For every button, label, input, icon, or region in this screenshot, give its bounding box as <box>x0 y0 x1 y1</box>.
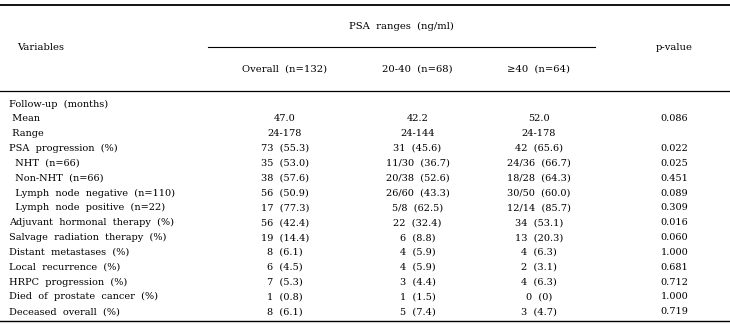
Text: HRPC  progression  (%): HRPC progression (%) <box>9 278 128 287</box>
Text: 2  (3.1): 2 (3.1) <box>520 263 557 272</box>
Text: 0.719: 0.719 <box>661 307 688 316</box>
Text: 0.681: 0.681 <box>661 263 688 272</box>
Text: 24-144: 24-144 <box>400 129 435 138</box>
Text: 7  (5.3): 7 (5.3) <box>267 278 302 287</box>
Text: 0.712: 0.712 <box>661 278 688 287</box>
Text: 0.060: 0.060 <box>661 233 688 242</box>
Text: 6  (4.5): 6 (4.5) <box>267 263 302 272</box>
Text: Variables: Variables <box>17 44 64 52</box>
Text: 19  (14.4): 19 (14.4) <box>261 233 309 242</box>
Text: Died  of  prostate  cancer  (%): Died of prostate cancer (%) <box>9 292 158 302</box>
Text: 52.0: 52.0 <box>528 114 550 124</box>
Text: 4  (6.3): 4 (6.3) <box>521 278 556 287</box>
Text: 6  (8.8): 6 (8.8) <box>400 233 435 242</box>
Text: Non-NHT  (n=66): Non-NHT (n=66) <box>9 174 104 183</box>
Text: 0.309: 0.309 <box>661 203 688 212</box>
Text: 56  (42.4): 56 (42.4) <box>261 218 309 227</box>
Text: 1  (0.8): 1 (0.8) <box>267 292 302 301</box>
Text: p-value: p-value <box>656 44 693 52</box>
Text: 42.2: 42.2 <box>407 114 429 124</box>
Text: Lymph  node  negative  (n=110): Lymph node negative (n=110) <box>9 188 175 198</box>
Text: 12/14  (85.7): 12/14 (85.7) <box>507 203 571 212</box>
Text: Lymph  node  positive  (n=22): Lymph node positive (n=22) <box>9 203 166 213</box>
Text: 0.089: 0.089 <box>661 188 688 198</box>
Text: 3  (4.7): 3 (4.7) <box>520 307 557 316</box>
Text: 4  (5.9): 4 (5.9) <box>400 248 435 257</box>
Text: 56  (50.9): 56 (50.9) <box>261 188 309 198</box>
Text: 0.025: 0.025 <box>661 159 688 168</box>
Text: 35  (53.0): 35 (53.0) <box>261 159 309 168</box>
Text: 11/30  (36.7): 11/30 (36.7) <box>385 159 450 168</box>
Text: 0.016: 0.016 <box>661 218 688 227</box>
Text: 1  (1.5): 1 (1.5) <box>400 292 435 301</box>
Text: 1.000: 1.000 <box>661 292 688 301</box>
Text: Follow-up  (months): Follow-up (months) <box>9 99 109 109</box>
Text: Range: Range <box>9 129 45 138</box>
Text: 30/50  (60.0): 30/50 (60.0) <box>507 188 570 198</box>
Text: 31  (45.6): 31 (45.6) <box>393 144 442 153</box>
Text: 34  (53.1): 34 (53.1) <box>515 218 563 227</box>
Text: 38  (57.6): 38 (57.6) <box>261 174 309 183</box>
Text: Overall  (n=132): Overall (n=132) <box>242 65 327 73</box>
Text: 26/60  (43.3): 26/60 (43.3) <box>385 188 450 198</box>
Text: 4  (5.9): 4 (5.9) <box>400 263 435 272</box>
Text: PSA  progression  (%): PSA progression (%) <box>9 144 118 153</box>
Text: 42  (65.6): 42 (65.6) <box>515 144 563 153</box>
Text: Distant  metastases  (%): Distant metastases (%) <box>9 248 130 257</box>
Text: 3  (4.4): 3 (4.4) <box>399 278 436 287</box>
Text: 5/8  (62.5): 5/8 (62.5) <box>392 203 443 212</box>
Text: 4  (6.3): 4 (6.3) <box>521 248 556 257</box>
Text: 13  (20.3): 13 (20.3) <box>515 233 563 242</box>
Text: 22  (32.4): 22 (32.4) <box>393 218 442 227</box>
Text: 73  (55.3): 73 (55.3) <box>261 144 309 153</box>
Text: 5  (7.4): 5 (7.4) <box>400 307 435 316</box>
Text: 18/28  (64.3): 18/28 (64.3) <box>507 174 571 183</box>
Text: 17  (77.3): 17 (77.3) <box>261 203 309 212</box>
Text: 24-178: 24-178 <box>267 129 302 138</box>
Text: Salvage  radiation  therapy  (%): Salvage radiation therapy (%) <box>9 233 167 242</box>
Text: 0.022: 0.022 <box>661 144 688 153</box>
Text: 8  (6.1): 8 (6.1) <box>267 248 302 257</box>
Text: 20-40  (n=68): 20-40 (n=68) <box>383 65 453 73</box>
Text: 24-178: 24-178 <box>521 129 556 138</box>
Text: Local  recurrence  (%): Local recurrence (%) <box>9 263 120 272</box>
Text: 0.086: 0.086 <box>661 114 688 124</box>
Text: 1.000: 1.000 <box>661 248 688 257</box>
Text: 24/36  (66.7): 24/36 (66.7) <box>507 159 571 168</box>
Text: ≥40  (n=64): ≥40 (n=64) <box>507 65 570 73</box>
Text: NHT  (n=66): NHT (n=66) <box>9 159 80 168</box>
Text: Mean: Mean <box>9 114 40 124</box>
Text: Deceased  overall  (%): Deceased overall (%) <box>9 307 120 316</box>
Text: 47.0: 47.0 <box>274 114 296 124</box>
Text: 0.451: 0.451 <box>661 174 688 183</box>
Text: PSA  ranges  (ng/ml): PSA ranges (ng/ml) <box>349 21 454 31</box>
Text: 20/38  (52.6): 20/38 (52.6) <box>385 174 450 183</box>
Text: 8  (6.1): 8 (6.1) <box>267 307 302 316</box>
Text: Adjuvant  hormonal  therapy  (%): Adjuvant hormonal therapy (%) <box>9 218 174 227</box>
Text: 0  (0): 0 (0) <box>526 292 552 301</box>
